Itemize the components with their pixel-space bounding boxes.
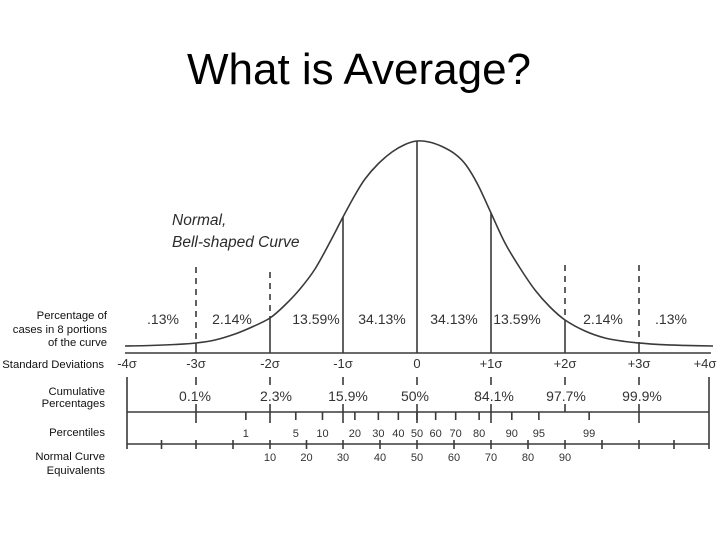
cumulative-percentage-label: 84.1% — [474, 388, 514, 404]
row-label-cumulative-1: Cumulative — [48, 386, 105, 398]
portion-percentage-label: 34.13% — [430, 311, 477, 327]
nce-label: 60 — [448, 452, 460, 464]
percentile-label: 1 — [243, 428, 249, 440]
percentile-label: 90 — [506, 428, 518, 440]
std-dev-tick-label: 0 — [413, 356, 420, 371]
row-label-nce-1: Normal Curve — [35, 451, 105, 463]
portion-percentage-label: .13% — [655, 311, 687, 327]
curve-annotation-line2: Bell-shaped Curve — [172, 234, 300, 251]
percentile-label: 10 — [316, 428, 328, 440]
cumulative-percentage-label: 50% — [401, 388, 429, 404]
cumulative-percentage-label: 97.7% — [546, 388, 586, 404]
std-dev-tick-label: +1σ — [480, 356, 503, 371]
percentile-label: 95 — [533, 428, 545, 440]
cumulative-percentages-scale: 0.1% 2.3% 15.9% 50% 84.1% 97.7% 99.9% — [126, 377, 710, 449]
portion-percentage-label: 13.59% — [493, 311, 540, 327]
row-label-percentiles: Percentiles — [49, 427, 105, 439]
row-label-portions-2: cases in 8 portions — [13, 324, 108, 336]
std-dev-tick-label: -3σ — [186, 356, 206, 371]
nce-label: 10 — [264, 452, 276, 464]
cumulative-percentage-label: 0.1% — [179, 388, 211, 404]
row-label-std-dev: Standard Deviations — [2, 359, 104, 371]
cumulative-percentage-label: 99.9% — [622, 388, 662, 404]
row-label-cumulative-2: Percentages — [42, 398, 106, 410]
percentile-label: 30 — [372, 428, 384, 440]
portion-percentage-labels: .13% 2.14% 13.59% 34.13% 34.13% 13.59% 2.14% .1… — [147, 311, 687, 327]
portion-percentage-label: 2.14% — [212, 311, 252, 327]
portion-percentage-label: 2.14% — [583, 311, 623, 327]
curve-annotation-line1: Normal, — [172, 212, 226, 229]
percentile-label: 40 — [392, 428, 404, 440]
nce-label: 70 — [485, 452, 497, 464]
slide-title: What is Average? — [187, 45, 531, 94]
percentile-label: 99 — [583, 428, 595, 440]
nce-label: 80 — [522, 452, 534, 464]
percentile-label: 60 — [430, 428, 442, 440]
sigma-divider-lines — [195, 141, 640, 353]
std-dev-axis: -4σ -3σ -2σ -1σ 0 +1σ +2σ +3σ +4σ — [117, 352, 717, 371]
std-dev-tick-label: +3σ — [628, 356, 651, 371]
nce-label: 90 — [559, 452, 571, 464]
percentile-label: 50 — [411, 428, 423, 440]
nce-label: 20 — [300, 452, 312, 464]
percentile-label: 80 — [473, 428, 485, 440]
percentile-label: 20 — [349, 428, 361, 440]
row-label-portions-3: of the curve — [48, 337, 107, 349]
cumulative-percentage-label: 2.3% — [260, 388, 292, 404]
portion-percentage-label: .13% — [147, 311, 179, 327]
std-dev-tick-label: -2σ — [260, 356, 280, 371]
row-labels: Percentage of cases in 8 portions of the… — [2, 310, 108, 477]
nce-scale: 10 20 30 40 50 60 70 80 90 — [127, 440, 709, 464]
row-label-nce-2: Equivalents — [47, 465, 106, 477]
row-label-portions-1: Percentage of — [37, 310, 108, 322]
portion-percentage-label: 34.13% — [358, 311, 405, 327]
percentiles-scale: 1 5 10 20 30 40 50 60 70 80 90 95 99 — [243, 412, 595, 440]
std-dev-tick-label: +4σ — [694, 356, 717, 371]
std-dev-tick-label: +2σ — [554, 356, 577, 371]
percentile-label: 70 — [450, 428, 462, 440]
std-dev-tick-label: -4σ — [117, 356, 137, 371]
nce-label: 40 — [374, 452, 386, 464]
portion-percentage-label: 13.59% — [292, 311, 339, 327]
percentile-label: 5 — [293, 428, 299, 440]
nce-label: 30 — [337, 452, 349, 464]
nce-label: 50 — [411, 452, 423, 464]
cumulative-percentage-label: 15.9% — [328, 388, 368, 404]
std-dev-tick-label: -1σ — [333, 356, 353, 371]
